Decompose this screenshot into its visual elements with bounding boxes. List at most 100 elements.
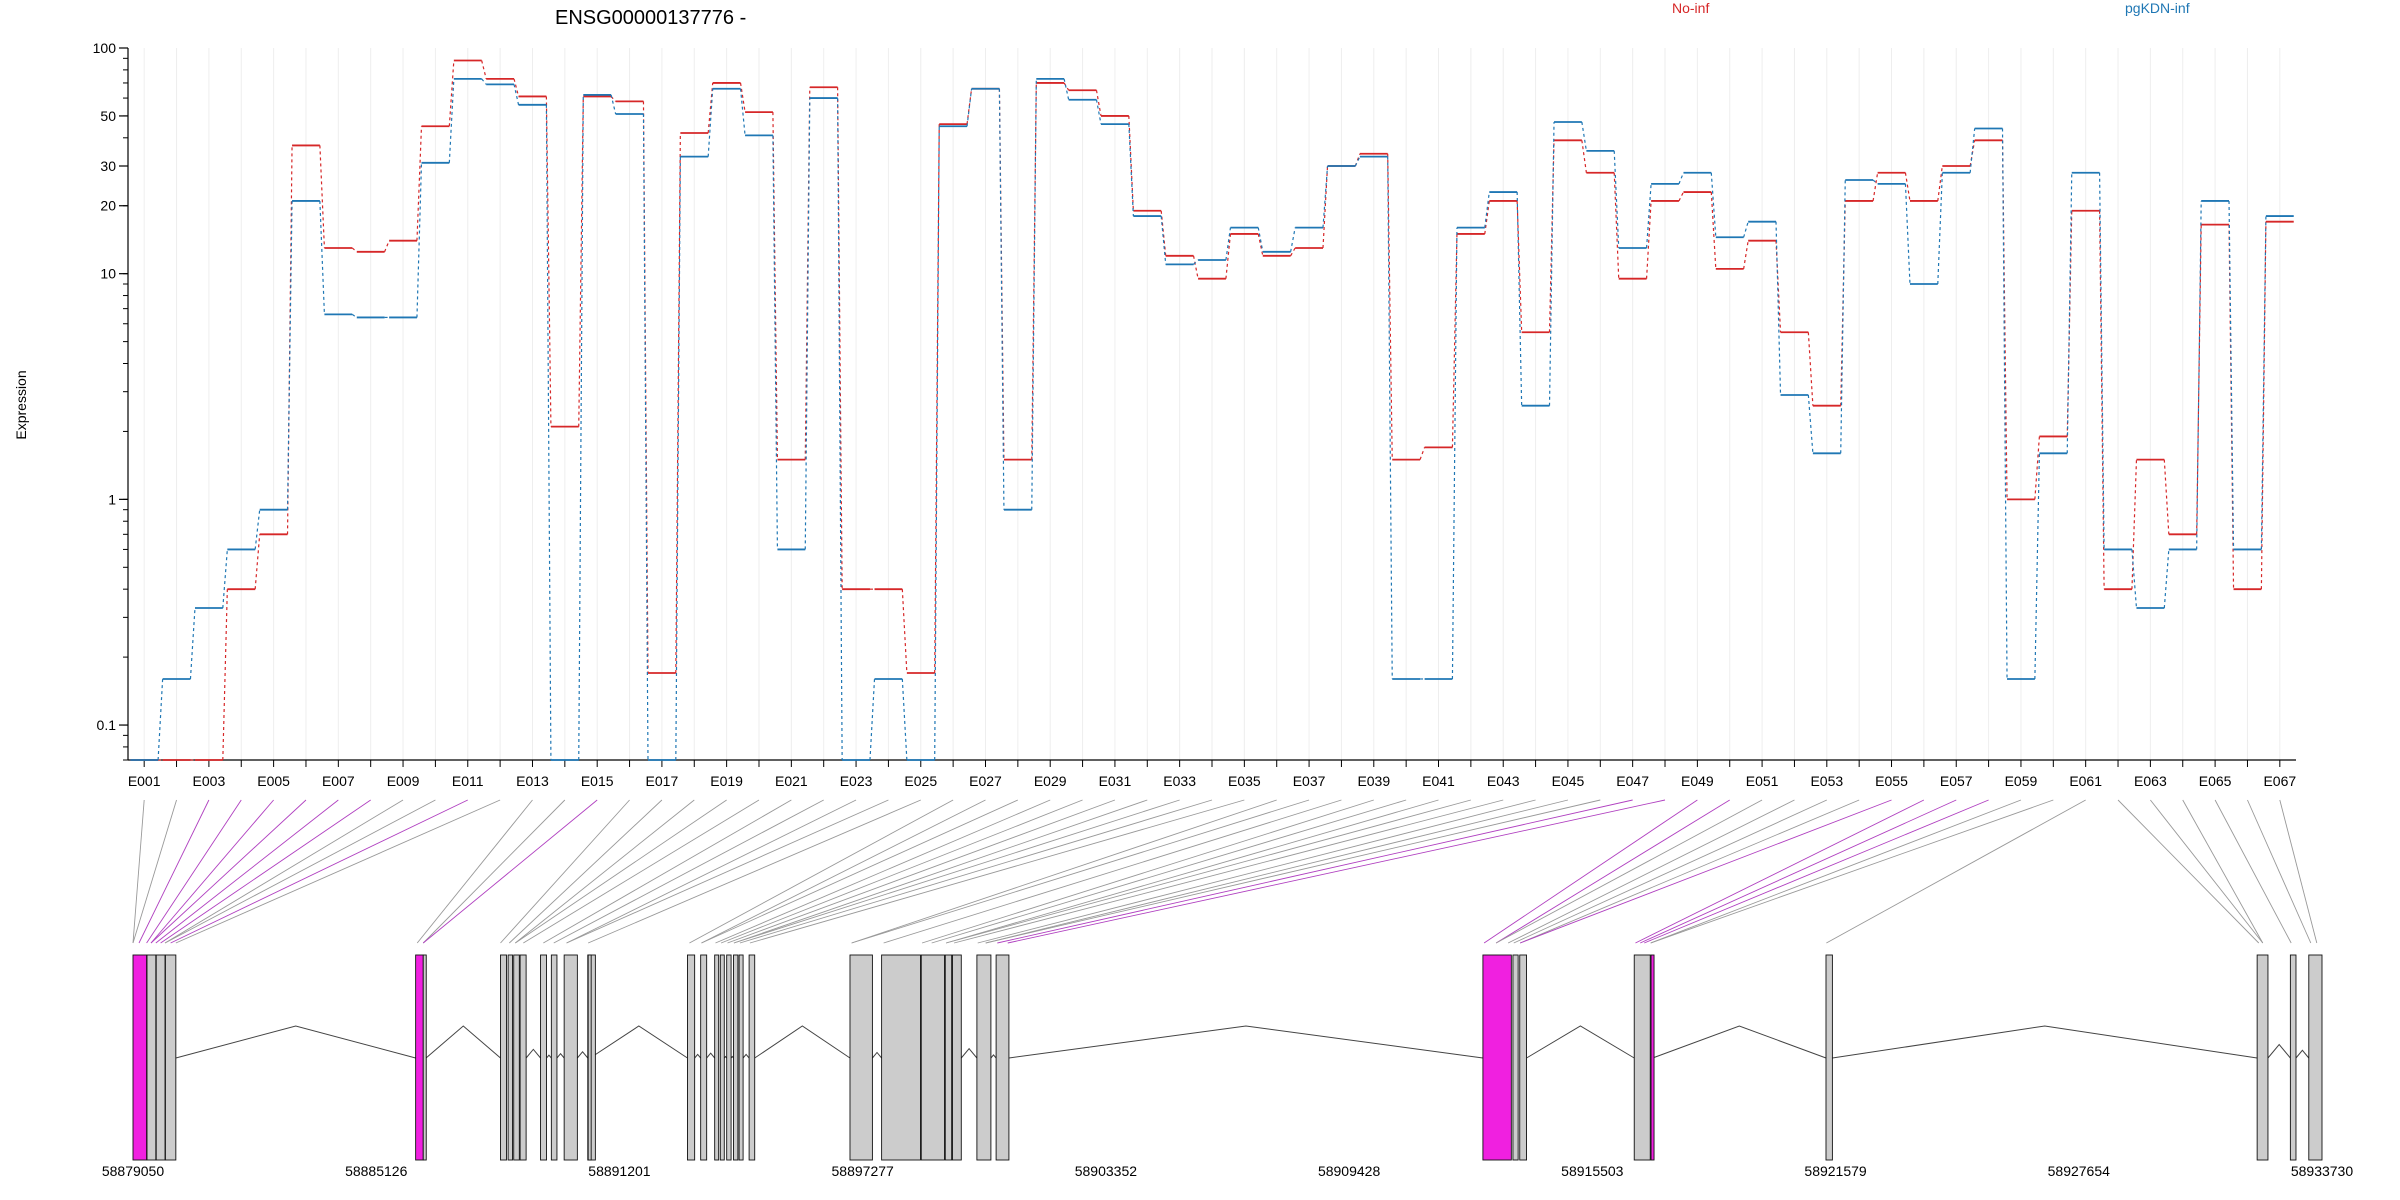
series-connector <box>1031 82 1037 460</box>
series-connector <box>1807 332 1814 406</box>
series-connector <box>707 88 714 157</box>
exon-connector <box>2247 799 2312 944</box>
x-tick-label: E063 <box>2134 773 2167 789</box>
series-connector <box>222 589 228 761</box>
series-connector <box>2228 200 2235 550</box>
exon-block <box>920 954 945 1161</box>
intron-line <box>1008 1025 1483 1059</box>
exon-block <box>540 954 547 1161</box>
x-tick-label: E013 <box>516 773 549 789</box>
series-connector <box>513 78 520 97</box>
x-tick-label: E019 <box>710 773 743 789</box>
series-connector <box>1419 447 1426 460</box>
y-tick-label: 1 <box>108 491 116 507</box>
exon-block <box>952 954 962 1161</box>
series-connector <box>2131 549 2138 609</box>
x-tick-label: E059 <box>2005 773 2038 789</box>
exon-connector <box>1519 799 1892 944</box>
exon-connector <box>170 799 468 944</box>
series-connector <box>448 60 455 127</box>
exon-block <box>563 954 578 1161</box>
exon-block <box>1512 954 1519 1161</box>
series-connector <box>1451 227 1458 679</box>
y-tick-label: 0.1 <box>97 717 117 733</box>
exon-connector <box>733 799 1180 944</box>
exon-connector <box>416 799 533 944</box>
series-connector <box>2001 128 2008 679</box>
exon-connector <box>509 799 663 944</box>
exon-connector <box>138 799 210 944</box>
exon-connector <box>523 799 760 944</box>
x-tick-label: E011 <box>452 773 484 789</box>
exon-connector <box>733 799 1148 944</box>
series-connector <box>1225 233 1232 279</box>
series-connector <box>1322 165 1329 228</box>
x-tick-label: E033 <box>1163 773 1196 789</box>
exon-block <box>733 954 739 1161</box>
series-connector <box>675 156 681 761</box>
series-connector <box>1257 227 1264 252</box>
exon-block <box>164 954 177 1161</box>
exon-block <box>155 954 166 1161</box>
exon-block <box>507 954 513 1161</box>
y-tick-label: 30 <box>100 158 116 174</box>
coordinate-label: 58915503 <box>1561 1163 1624 1179</box>
series-connector <box>966 88 973 127</box>
series-connector <box>2098 210 2105 590</box>
exon-block <box>1519 954 1527 1161</box>
coordinate-label: 58891201 <box>588 1163 651 1179</box>
exon-connector <box>422 799 566 944</box>
exon-connector <box>945 799 1439 944</box>
series-connector <box>481 60 487 79</box>
x-tick-label: E067 <box>2263 773 2296 789</box>
series-connector <box>2034 453 2040 679</box>
intron-line <box>2267 1043 2291 1059</box>
exon-block <box>415 954 424 1161</box>
series-connector <box>1095 99 1102 125</box>
series-connector <box>739 88 746 136</box>
y-tick-label: 10 <box>100 266 116 282</box>
series-connector <box>901 589 908 674</box>
exon-block <box>719 954 725 1161</box>
exon-block <box>2308 954 2323 1161</box>
x-tick-label: E065 <box>2199 773 2232 789</box>
x-tick-label: E015 <box>581 773 614 789</box>
x-tick-label: E031 <box>1099 773 1132 789</box>
exon-connector <box>2182 799 2264 944</box>
y-axis-label: Expression <box>13 370 29 439</box>
series-connector <box>1969 128 1976 173</box>
exon-block <box>881 954 921 1161</box>
x-axis: E001 E003 E005 E007 E009 E011 E013 E015 E017 E019… <box>128 759 2296 789</box>
x-tick-label: E023 <box>840 773 873 789</box>
intron-line <box>872 1051 882 1059</box>
exon-connector <box>1483 799 1698 944</box>
exon-connector <box>997 799 1633 944</box>
series-connector <box>2260 216 2267 550</box>
exon-connector <box>977 799 1536 944</box>
x-tick-label: E057 <box>1940 773 1973 789</box>
intron-line <box>1652 1025 1827 1059</box>
exon-block <box>1825 954 1833 1161</box>
exon-block <box>132 954 148 1161</box>
series-connector <box>1354 156 1361 167</box>
x-tick-label: E003 <box>193 773 226 789</box>
series-connector <box>351 247 358 253</box>
exon-block <box>422 954 427 1161</box>
series-connector <box>804 98 811 550</box>
series-connector <box>1257 233 1264 256</box>
series-connector <box>1904 183 1911 285</box>
x-tick-label: E035 <box>1228 773 1261 789</box>
series-connector <box>1710 192 1717 269</box>
intron-line <box>1832 1025 2258 1059</box>
y-tick-label: 50 <box>100 108 116 124</box>
coordinate-label: 58927654 <box>2048 1163 2111 1179</box>
coordinate-label: 58903352 <box>1075 1163 1138 1179</box>
series-connector <box>189 607 196 680</box>
intron-line <box>425 1025 501 1059</box>
series-connector <box>739 82 746 113</box>
exon-connector <box>2117 799 2260 944</box>
exon-connector <box>883 799 1342 944</box>
coordinate-label: 58885126 <box>345 1163 408 1179</box>
exon-connector <box>515 799 695 944</box>
series-connector <box>2098 172 2105 550</box>
